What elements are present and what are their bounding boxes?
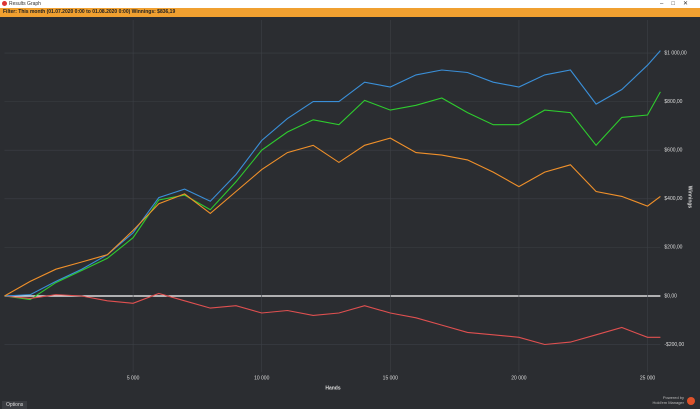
x-tick-label: 5 000: [127, 375, 140, 381]
y-tick-label: $600,00: [664, 148, 682, 154]
logo: [687, 397, 695, 405]
app-icon: [2, 1, 7, 6]
y-tick-label: $1 000,00: [664, 50, 686, 56]
x-tick-label: 25 000: [640, 375, 656, 381]
y-tick-label: $400,00: [664, 196, 682, 202]
series-line: [4, 137, 661, 297]
y-tick-label: $800,00: [664, 99, 682, 105]
branding: Powered by Hold'em Manager: [653, 395, 684, 405]
x-tick-label: 10 000: [254, 375, 270, 381]
series-line: [4, 50, 661, 297]
y-tick-label: $0,00: [664, 293, 677, 299]
x-tick-label: 20 000: [511, 375, 527, 381]
brand-name: Hold'em Manager: [652, 400, 684, 405]
filter-bar: Filter: This month (01.07.2020 0:00 to 0…: [0, 8, 700, 17]
y-tick-label: -$200,00: [664, 342, 684, 348]
series-line: [4, 91, 661, 301]
chart: -$200,00 $0,00 $200,00 $400,00 $600,00 $800,0…: [4, 20, 693, 391]
window-buttons[interactable]: –□✕: [660, 1, 696, 7]
x-axis-label: Hands: [325, 385, 341, 391]
options-button[interactable]: Options: [2, 401, 28, 409]
filter-text: Filter: This month (01.07.2020 0:00 to 0…: [3, 9, 176, 15]
title-bar: Results Graph –□✕: [0, 0, 700, 8]
y-tick-label: $200,00: [664, 245, 682, 251]
powered-by: Powered by: [662, 395, 684, 400]
series-line: [4, 292, 661, 346]
x-tick-label: 15 000: [383, 375, 399, 381]
y-axis-label: Winnings: [687, 186, 693, 209]
window-title: Results Graph: [9, 1, 41, 7]
